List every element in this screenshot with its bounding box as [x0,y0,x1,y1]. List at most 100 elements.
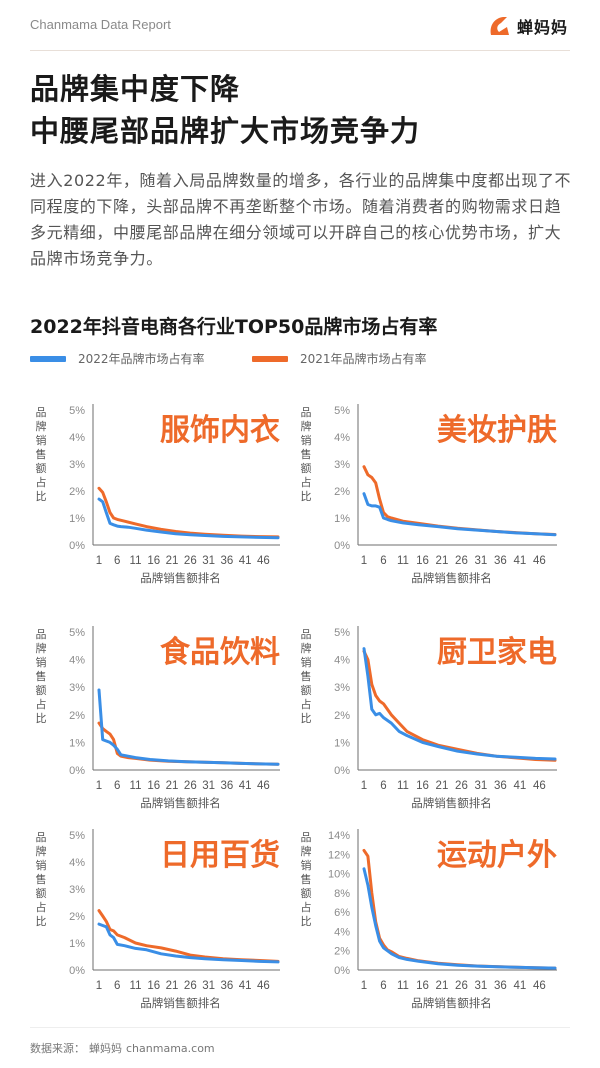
chart-6-ytick-label: 14% [328,830,350,842]
chart-5-category-label: 日用百货 [160,838,280,873]
chart-6-ytick-label: 4% [334,926,350,938]
chart-2-xtick-label: 1 [361,555,367,567]
chart-2-xtick-label: 31 [475,555,488,567]
chart-1-ytick-label: 5% [69,405,85,417]
chart-4-xtick-label: 36 [494,780,507,792]
chart-4-xtick-label: 46 [533,780,546,792]
chart-5-xtick-label: 1 [96,980,102,992]
chart-5-series-2022-line [97,922,280,964]
chart-4-ytick-label: 1% [334,737,350,749]
report-header: Chanmama Data Report 蝉妈妈 [0,0,600,52]
chart-4-xtick-label: 41 [514,780,527,792]
chart-3-ytick-label: 3% [69,682,85,694]
chart-6-series-2022-line [362,867,557,970]
chart-3-xtick-label: 1 [96,780,102,792]
legend-label-2022: 2022年品牌市场占有率 [78,352,205,366]
chart-4-ylabel: 品牌销售额占比 [301,628,312,725]
footer-source: 数据来源： 蝉妈妈 chanmama.com [30,1040,219,1056]
chart-3-ytick-label: 2% [69,710,85,722]
chart-3-xtick-label: 31 [202,780,215,792]
chart-3-ytick-label: 1% [69,737,85,749]
chart-2-series-2021-line [362,465,557,536]
chart-2-ytick-label: 3% [334,459,350,471]
chart-4-xtick-label: 21 [436,780,449,792]
chart-5-xlabel: 品牌销售额排名 [140,996,221,1010]
chart-3-xtick-label: 16 [147,780,160,792]
chart-4-xtick-label: 1 [361,780,367,792]
header-divider [30,50,570,51]
chart-1-ytick-label: 0% [69,540,85,552]
chart-6-xtick-label: 1 [361,980,367,992]
chart-5-series-2021-line [97,909,280,963]
legend-item-2022: 2022年品牌市场占有率 [30,350,205,367]
chart-3-xtick-label: 46 [257,780,270,792]
chart-6-ytick-label: 10% [328,869,350,881]
chart-1-ytick-label: 1% [69,513,85,525]
chart-2-ytick-label: 5% [334,405,350,417]
chart-5-ytick-label: 0% [69,965,85,977]
chart-3-ytick-label: 5% [69,627,85,639]
chart-6-ytick-label: 12% [328,849,350,861]
chart-4-ytick-label: 4% [334,655,350,667]
chart-6-xtick-label: 11 [397,980,409,992]
footer-divider [30,1027,570,1028]
chart-5-ylabel: 品牌销售额占比 [36,831,47,928]
chart-1-xtick-label: 6 [114,555,120,567]
chart-2-series-2022-line [362,492,557,537]
chart-2-xtick-label: 16 [416,555,429,567]
chart-6-xtick-label: 21 [436,980,449,992]
chart-6-xtick-label: 36 [494,980,507,992]
chart-5-ytick-label: 3% [69,884,85,896]
chart-6-xtick-label: 16 [416,980,429,992]
chart-5-xtick-label: 46 [257,980,270,992]
chart-2-xtick-label: 26 [455,555,468,567]
chart-1-ytick-label: 2% [69,486,85,498]
chart-5-ytick-label: 2% [69,911,85,923]
chart-1-xtick-label: 11 [130,555,142,567]
legend-item-2021: 2021年品牌市场占有率 [252,350,427,367]
page-headline: 品牌集中度下降 中腰尾部品牌扩大市场竞争力 [30,68,570,152]
chart-5-xtick-label: 41 [239,980,252,992]
chart-6-xtick-label: 6 [380,980,386,992]
chart-5-ytick-label: 5% [69,830,85,842]
source-site: chanmama.com [126,1042,215,1055]
chart-2-ytick-label: 1% [334,513,350,525]
source-label: 数据来源： [30,1042,85,1055]
chart-1-xtick-label: 41 [239,555,252,567]
chart-1-xtick-label: 1 [96,555,102,567]
chart-2-xtick-label: 11 [397,555,409,567]
chart-2-xtick-label: 41 [514,555,527,567]
chart-2-xtick-label: 21 [436,555,449,567]
chart-6-ylabel: 品牌销售额占比 [301,831,312,928]
legend-swatch-2022 [30,355,66,362]
chart-1-series-2021-line [97,486,280,539]
chart-5-xtick-label: 36 [220,980,233,992]
chart-3-xlabel: 品牌销售额排名 [140,796,221,810]
legend-label-2021: 2021年品牌市场占有率 [300,352,427,366]
headline-line-1: 品牌集中度下降 [30,72,241,106]
report-name: Chanmama Data Report [30,17,171,32]
chart-6-xlabel: 品牌销售额排名 [411,996,492,1010]
chart-4-series-2022-line [362,647,557,761]
chart-2-ytick-label: 2% [334,486,350,498]
chart-legend: 2022年品牌市场占有率 2021年品牌市场占有率 [30,350,570,370]
chart-1-ytick-label: 4% [69,432,85,444]
chart-3-ylabel: 品牌销售额占比 [36,628,47,725]
chart-3-xtick-label: 21 [166,780,179,792]
chart-2-xtick-label: 6 [380,555,386,567]
chart-1-category-label: 服饰内衣 [160,413,280,448]
chart-4-xtick-label: 11 [397,780,409,792]
chart-6-xtick-label: 31 [475,980,488,992]
chart-6-ytick-label: 8% [334,888,350,900]
chart-6-ytick-label: 0% [334,965,350,977]
chart-5-xtick-label: 21 [166,980,179,992]
chart-4-xtick-label: 26 [455,780,468,792]
chart-1-xtick-label: 36 [220,555,233,567]
chart-1-series-2022-line [97,497,280,540]
chart-2-category-label: 美妆护肤 [437,413,558,448]
chart-3-series-2022-line [97,688,280,766]
chart-6-xtick-label: 46 [533,980,546,992]
chart-1-ylabel: 品牌销售额占比 [36,406,47,503]
chart-6-xtick-label: 41 [514,980,527,992]
